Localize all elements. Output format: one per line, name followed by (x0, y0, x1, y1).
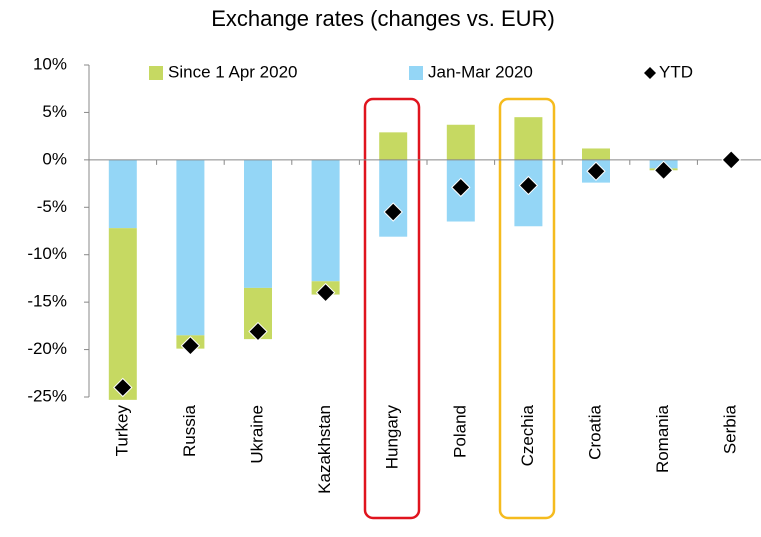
legend-swatch (409, 66, 423, 80)
ytd-marker (180, 336, 201, 356)
ytd-marker (721, 150, 741, 170)
legend-label: Jan-Mar 2020 (428, 62, 533, 81)
legend-label: YTD (659, 62, 693, 81)
bar (582, 148, 610, 160)
x-tick-label: Romania (653, 404, 672, 473)
x-tick-label: Serbia (721, 404, 740, 454)
ytd-marker (518, 175, 539, 196)
y-tick-label: -25% (27, 386, 67, 405)
y-tick-label: 5% (42, 102, 67, 121)
ytd-marker (451, 177, 471, 198)
bar (176, 159, 205, 336)
x-tick-label: Croatia (585, 404, 604, 459)
legend-swatch (149, 66, 163, 80)
chart-title: Exchange rates (changes vs. EUR) (211, 6, 555, 31)
bar (311, 159, 340, 282)
bar (108, 159, 137, 229)
ytd-marker (383, 202, 403, 222)
ytd-marker (315, 282, 336, 303)
highlight-box (498, 97, 556, 520)
y-tick-label: 0% (42, 149, 67, 168)
y-tick-label: 10% (33, 54, 67, 73)
x-tick-label: Czechia (518, 404, 537, 466)
bar (244, 159, 272, 288)
x-tick-label: Russia (180, 404, 199, 457)
bar (379, 132, 408, 160)
bar (108, 228, 137, 400)
ytd-marker (248, 321, 268, 342)
legend-swatch (644, 67, 656, 79)
bar (379, 159, 408, 237)
highlight-box (363, 97, 421, 520)
x-tick-label: Hungary (383, 405, 402, 470)
bar (514, 117, 543, 160)
ytd-marker (653, 160, 674, 180)
x-tick-label: Ukraine (247, 405, 266, 464)
y-tick-label: -10% (27, 244, 67, 263)
ytd-marker (113, 377, 133, 398)
legend-label: Since 1 Apr 2020 (168, 62, 297, 81)
x-tick-label: Poland (450, 405, 469, 458)
y-tick-label: -5% (37, 197, 67, 216)
y-tick-label: -20% (27, 339, 67, 358)
x-tick-label: Turkey (112, 405, 131, 457)
x-tick-label: Kazakhstan (315, 405, 334, 494)
y-tick-label: -15% (27, 292, 67, 311)
bar (446, 124, 475, 160)
ytd-marker (586, 161, 606, 181)
